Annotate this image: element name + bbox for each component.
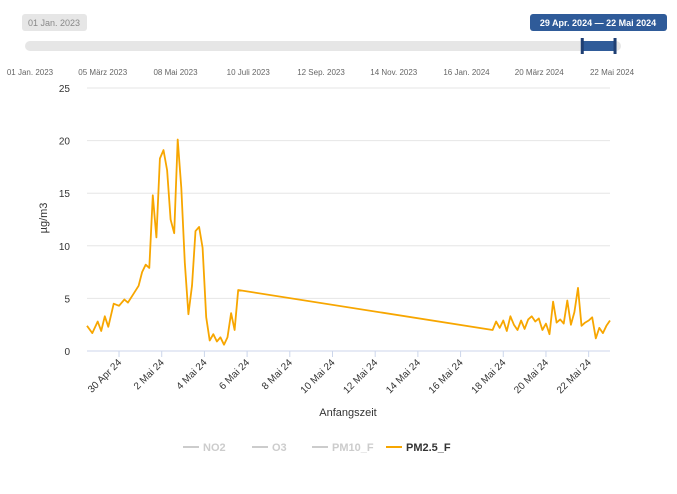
x-tick-label: 14 Mai 24 [384, 357, 423, 396]
navigator-axis-label: 08 Mai 2023 [153, 68, 198, 77]
y-axis-title: µg/m3 [38, 203, 50, 234]
legend-label: PM10_F [332, 442, 374, 454]
y-tick-label: 25 [59, 84, 71, 95]
navigator-axis: 01 Jan. 2023 05 März 2023 08 Mai 2023 10 Ju… [7, 68, 635, 77]
navigator-range-badge-bg [530, 14, 667, 31]
y-tick-label: 15 [59, 189, 71, 200]
navigator-range-badge: 29 Apr. 2024 — 22 Mai 2024 [540, 18, 656, 28]
navigator-start-badge: 01 Jan. 2023 [28, 18, 80, 28]
x-tick-label: 20 Mai 24 [512, 357, 551, 396]
navigator-axis-label: 16 Jan. 2024 [443, 68, 490, 77]
legend-item-pm2-5-f[interactable]: PM2.5_F [386, 442, 451, 454]
grid-lines [87, 87, 610, 299]
navigator[interactable]: 01 Jan. 2023 29 Apr. 2024 — 22 Mai 2024 … [7, 14, 667, 77]
x-tick-label: 10 Mai 24 [299, 357, 338, 396]
navigator-right-handle[interactable] [613, 38, 617, 54]
navigator-axis-label: 22 Mai 2024 [590, 68, 635, 77]
navigator-left-handle[interactable] [580, 38, 584, 54]
legend-item-o3[interactable]: O3 [252, 442, 287, 454]
y-tick-label: 10 [59, 242, 71, 253]
x-tick-label: 16 Mai 24 [427, 357, 466, 396]
x-tick-label: 18 Mai 24 [470, 357, 509, 396]
x-tick-label: 2 Mai 24 [132, 357, 167, 392]
navigator-axis-label: 12 Sep. 2023 [297, 68, 345, 77]
y-tick-label: 0 [64, 347, 70, 358]
x-tick-label: 12 Mai 24 [341, 357, 380, 396]
navigator-start-badge-bg [22, 14, 87, 31]
navigator-axis-label: 14 Nov. 2023 [370, 68, 418, 77]
x-tick-label: 30 Apr 24 [86, 357, 124, 395]
navigator-axis-label: 01 Jan. 2023 [7, 68, 54, 77]
navigator-track[interactable] [25, 41, 621, 51]
y-tick-label: 5 [64, 294, 70, 305]
legend-label: PM2.5_F [406, 442, 451, 454]
x-tick-label: 8 Mai 24 [260, 357, 295, 392]
legend-label: NO2 [203, 442, 226, 454]
legend-item-no2[interactable]: NO2 [183, 442, 226, 454]
x-axis-ticks: 30 Apr 24 2 Mai 24 4 Mai 24 6 Mai 24 8 Mai 2… [86, 351, 594, 396]
y-tick-label: 20 [59, 137, 71, 148]
x-axis-title: Anfangszeit [319, 407, 376, 419]
navigator-axis-label: 05 März 2023 [78, 68, 127, 77]
x-tick-label: 22 Mai 24 [555, 357, 594, 396]
y-axis-ticks: 0 5 10 15 20 25 [59, 84, 71, 358]
legend: NO2 O3 PM10_F PM2.5_F [183, 442, 451, 454]
x-tick-label: 4 Mai 24 [175, 357, 210, 392]
navigator-axis-label: 20 März 2024 [515, 68, 564, 77]
series-line-pm25[interactable] [86, 138, 611, 346]
legend-item-pm10-f[interactable]: PM10_F [312, 442, 374, 454]
navigator-axis-label: 10 Juli 2023 [227, 68, 271, 77]
x-tick-label: 6 Mai 24 [217, 357, 252, 392]
navigator-selected-range[interactable] [582, 41, 616, 51]
legend-label: O3 [272, 442, 287, 454]
